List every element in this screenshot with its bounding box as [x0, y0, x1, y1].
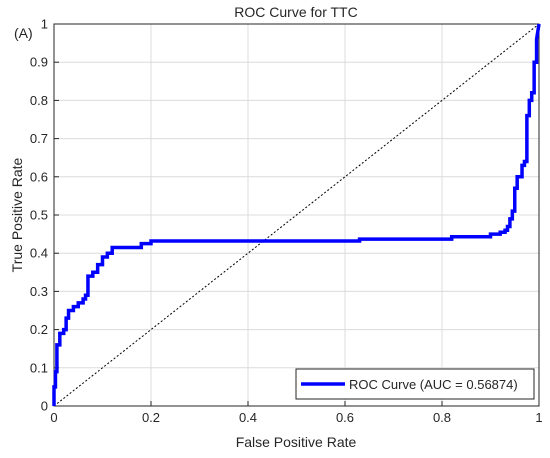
x-axis-label: False Positive Rate [236, 434, 357, 450]
chart-title: ROC Curve for TTC [234, 4, 357, 20]
y-tick-label: 0.1 [30, 360, 48, 375]
y-tick-label: 0.5 [30, 208, 48, 223]
panel-label: (A) [14, 25, 33, 41]
y-tick-label: 0.6 [30, 169, 48, 184]
y-tick-labels: 0 0.1 0.2 0.3 0.4 0.5 0.6 0.7 0.8 0.9 1 [30, 17, 48, 414]
x-tick-label: 0.4 [239, 410, 257, 425]
legend-entry-label: ROC Curve (AUC = 0.56874) [349, 377, 518, 392]
grid-lines [53, 23, 540, 407]
y-tick-label: 0.4 [30, 246, 48, 261]
y-tick-label: 0 [41, 399, 48, 414]
x-tick-labels: 0 0.2 0.4 0.6 0.8 1 [50, 410, 542, 425]
y-tick-label: 0.9 [30, 55, 48, 70]
legend: ROC Curve (AUC = 0.56874) [295, 368, 535, 400]
y-tick-label: 0.2 [30, 322, 48, 337]
y-axis-label: True Positive Rate [9, 157, 25, 272]
x-tick-label: 0.8 [433, 410, 451, 425]
roc-series-line [52, 23, 541, 406]
x-tick-label: 1 [535, 410, 542, 425]
y-tick-label: 0.3 [30, 284, 48, 299]
y-tick-label: 0.7 [30, 131, 48, 146]
x-tick-label: 0.2 [142, 410, 160, 425]
reference-diagonal-line [53, 23, 540, 407]
x-tick-label: 0.6 [336, 410, 354, 425]
y-tick-label: 0.8 [30, 93, 48, 108]
x-tick-label: 0 [50, 410, 57, 425]
y-tick-label: 1 [41, 17, 48, 32]
